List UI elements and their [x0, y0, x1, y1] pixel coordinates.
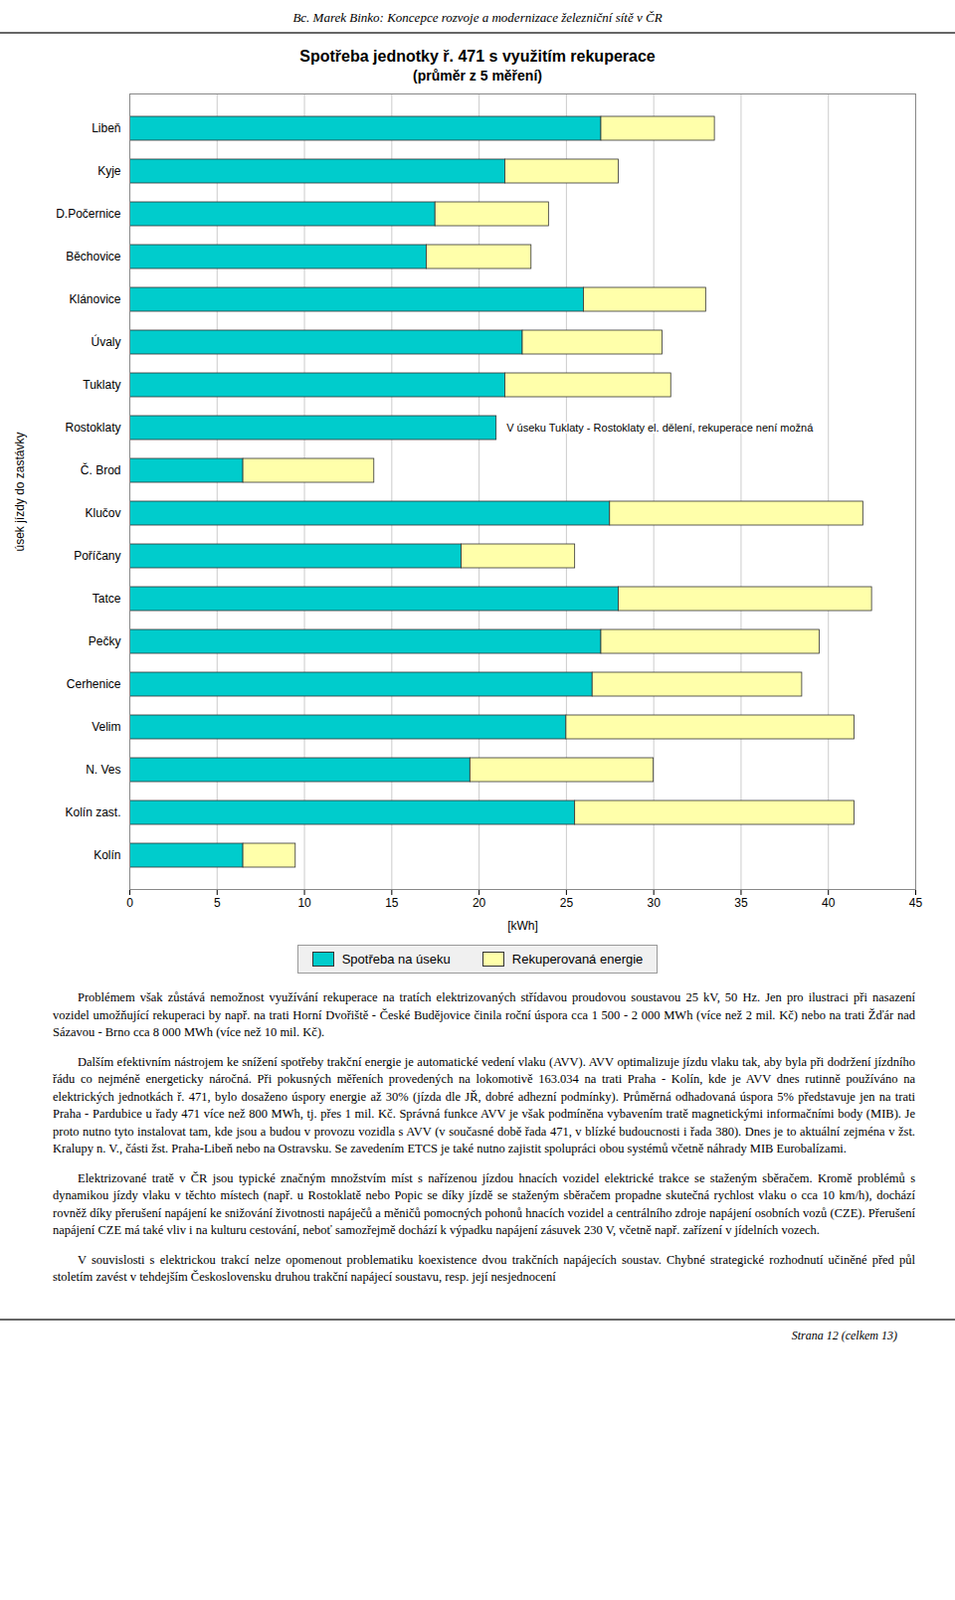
- svg-text:Běchovice: Běchovice: [65, 249, 122, 264]
- svg-text:D.Počernice: D.Počernice: [55, 206, 122, 221]
- svg-text:Libeň: Libeň: [91, 121, 121, 136]
- html-text:Rekuperovaná energie: Rekuperovaná energie: [512, 952, 643, 967]
- html-text:(průměr z 5 měření): (průměr z 5 měření): [412, 67, 543, 84]
- svg-text:Kolín zast.: Kolín zast.: [64, 805, 121, 820]
- html-text:Strana 12 (celkem 13): Strana 12 (celkem 13): [791, 1328, 898, 1343]
- svg-text:Kyje: Kyje: [97, 164, 122, 179]
- svg-text:Velim: Velim: [91, 720, 121, 735]
- svg-text:10: 10: [297, 896, 312, 911]
- svg-text:[kWh]: [kWh]: [507, 919, 539, 934]
- html-text:Problémem však zůstává nemožno: Problémem však zůstává nemožnost využívá…: [52, 990, 916, 1040]
- svg-text:Č. Brod: Č. Brod: [80, 462, 122, 478]
- html-text:Spotřeba na úseku: Spotřeba na úseku: [341, 952, 451, 967]
- html-text:Spotřeba jednotky ř. 471 s vyu: Spotřeba jednotky ř. 471 s využitím reku…: [299, 47, 656, 65]
- svg-text:Pečky: Pečky: [88, 634, 122, 649]
- svg-text:5: 5: [213, 896, 221, 911]
- svg-text:Klánovice: Klánovice: [68, 292, 121, 307]
- html-text:Dalším efektivním nástrojem ke: Dalším efektivním nástrojem ke snížení s…: [52, 1054, 916, 1156]
- svg-text:Tatce: Tatce: [92, 591, 122, 606]
- svg-text:20: 20: [472, 896, 487, 911]
- html-text:Bc. Marek Binko: Koncepce rozv: Bc. Marek Binko: Koncepce rozvoje a mode…: [292, 9, 663, 25]
- svg-text:Poříčany: Poříčany: [73, 549, 121, 564]
- svg-text:Kolín: Kolín: [93, 848, 121, 863]
- svg-text:25: 25: [560, 896, 574, 911]
- svg-text:Rostoklaty: Rostoklaty: [64, 420, 121, 435]
- svg-text:35: 35: [734, 896, 749, 911]
- html-text:Elektrizované tratě v ČR jsou: Elektrizované tratě v ČR jsou typické zn…: [52, 1171, 916, 1238]
- svg-text:0: 0: [126, 896, 134, 911]
- svg-text:40: 40: [821, 896, 836, 911]
- svg-text:30: 30: [646, 896, 661, 911]
- svg-text:V úseku Tuklaty - Rostoklaty e: V úseku Tuklaty - Rostoklaty el. dělení,…: [506, 421, 814, 434]
- svg-text:úsek jízdy do zastávky: úsek jízdy do zastávky: [12, 431, 27, 552]
- svg-text:Tuklaty: Tuklaty: [82, 378, 121, 392]
- svg-text:Klučov: Klučov: [84, 506, 121, 521]
- svg-text:45: 45: [909, 896, 924, 911]
- svg-text:Úvaly: Úvaly: [90, 334, 121, 350]
- html-text:V souvislosti s elektrickou tr: V souvislosti s elektrickou trakcí nelze…: [52, 1252, 916, 1285]
- svg-text:N. Ves: N. Ves: [85, 763, 121, 777]
- svg-text:Cerhenice: Cerhenice: [66, 677, 122, 692]
- svg-text:15: 15: [384, 896, 399, 911]
